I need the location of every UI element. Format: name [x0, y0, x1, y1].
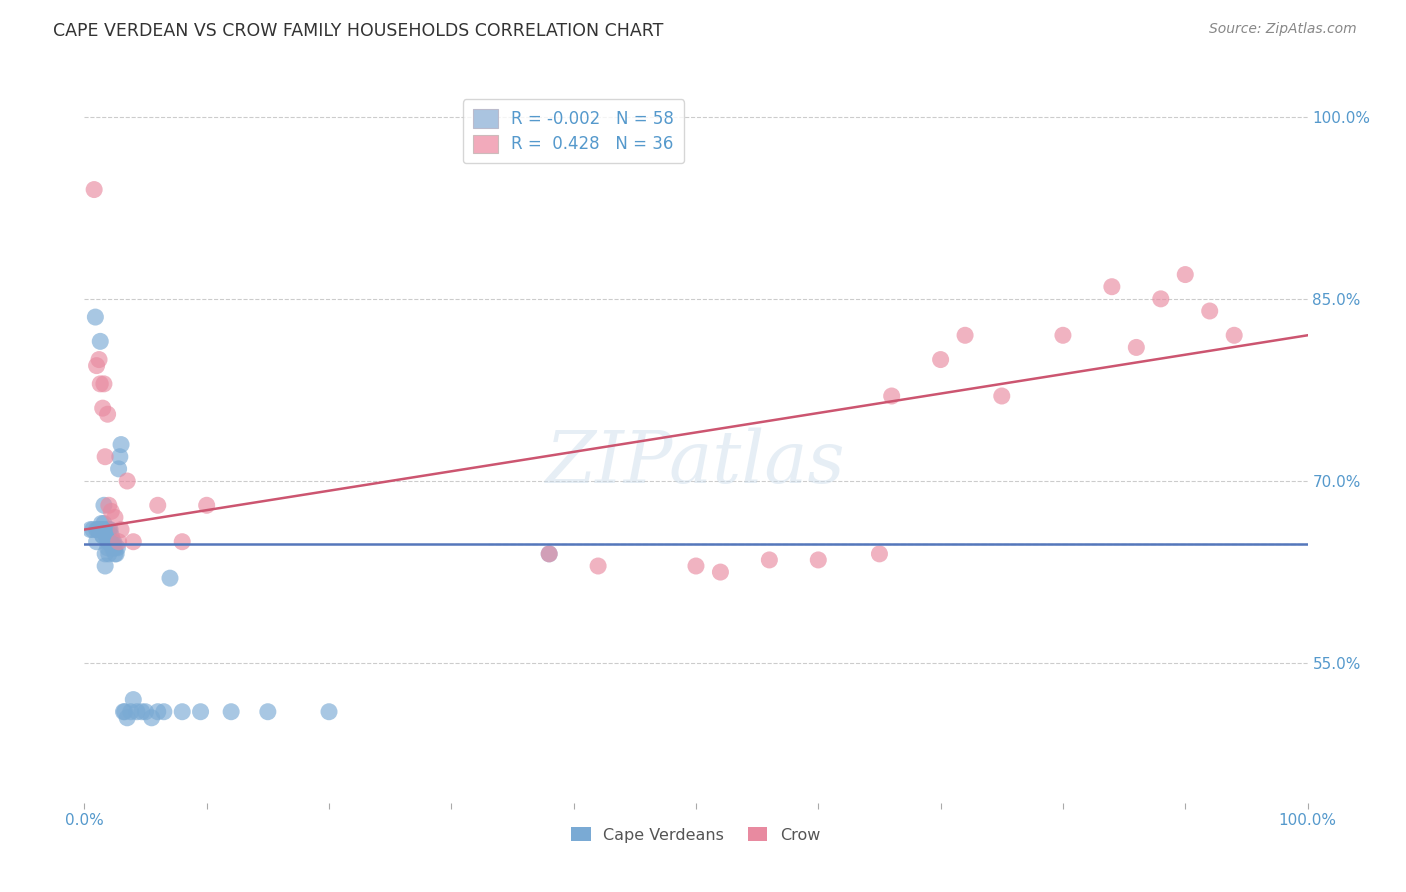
Point [190, 705, 212, 719]
Point [91, 529, 114, 543]
Point [86, 359, 108, 373]
Point [104, 547, 127, 561]
Point [97, 534, 120, 549]
Point [91, 529, 114, 543]
Point [807, 553, 830, 567]
Point [172, 705, 194, 719]
Point [79, 523, 101, 537]
Point [91, 523, 114, 537]
Point [89, 376, 111, 391]
Point [98, 523, 121, 537]
Point [1198, 304, 1220, 318]
Point [97, 498, 120, 512]
Point [159, 571, 181, 585]
Point [86, 523, 108, 537]
Point [538, 547, 561, 561]
Point [172, 534, 194, 549]
Point [104, 510, 127, 524]
Point [101, 541, 124, 555]
Point [880, 389, 903, 403]
Point [105, 541, 128, 555]
Point [90, 523, 112, 537]
Point [91, 401, 114, 416]
Point [103, 541, 125, 555]
Point [97, 547, 120, 561]
Point [318, 705, 340, 719]
Point [100, 504, 122, 518]
Point [89, 334, 111, 349]
Legend: Cape Verdeans, Crow: Cape Verdeans, Crow [565, 821, 827, 849]
Point [96, 529, 118, 543]
Point [146, 705, 169, 719]
Point [97, 541, 120, 555]
Text: CAPE VERDEAN VS CROW FAMILY HOUSEHOLDS CORRELATION CHART: CAPE VERDEAN VS CROW FAMILY HOUSEHOLDS C… [53, 22, 664, 40]
Point [98, 534, 121, 549]
Text: ZIPatlas: ZIPatlas [546, 428, 846, 499]
Point [93, 498, 115, 512]
Point [1101, 279, 1123, 293]
Point [93, 516, 115, 531]
Point [94, 559, 117, 574]
Point [83, 183, 105, 197]
Point [93, 523, 115, 537]
Point [97, 407, 120, 421]
Point [1125, 340, 1147, 354]
Point [219, 705, 242, 719]
Point [929, 352, 952, 367]
Point [101, 534, 124, 549]
Point [84, 310, 107, 324]
Point [100, 529, 122, 543]
Point [153, 705, 176, 719]
Point [96, 529, 118, 543]
Point [104, 541, 127, 555]
Point [122, 692, 145, 706]
Point [90, 516, 112, 531]
Point [87, 523, 110, 537]
Point [685, 559, 707, 574]
Point [97, 523, 120, 537]
Point [135, 705, 157, 719]
Point [125, 705, 148, 719]
Point [107, 462, 129, 476]
Point [86, 534, 108, 549]
Point [1174, 268, 1197, 282]
Point [1150, 292, 1173, 306]
Point [953, 328, 976, 343]
Point [108, 450, 131, 464]
Point [112, 705, 135, 719]
Point [758, 553, 780, 567]
Point [114, 705, 136, 719]
Point [141, 711, 163, 725]
Point [131, 705, 153, 719]
Point [146, 498, 169, 512]
Point [257, 705, 280, 719]
Point [96, 523, 118, 537]
Point [538, 547, 561, 561]
Point [195, 498, 218, 512]
Point [94, 450, 117, 464]
Point [107, 534, 129, 549]
Point [115, 474, 138, 488]
Point [1223, 328, 1246, 343]
Point [120, 705, 142, 719]
Point [122, 534, 145, 549]
Point [93, 376, 115, 391]
Point [1052, 328, 1074, 343]
Point [110, 523, 132, 537]
Point [709, 565, 731, 579]
Point [94, 547, 117, 561]
Point [586, 559, 609, 574]
Point [869, 547, 891, 561]
Point [97, 534, 120, 549]
Point [103, 534, 125, 549]
Point [105, 547, 128, 561]
Point [110, 437, 132, 451]
Point [82, 523, 104, 537]
Point [115, 711, 138, 725]
Point [991, 389, 1014, 403]
Text: Source: ZipAtlas.com: Source: ZipAtlas.com [1209, 22, 1357, 37]
Point [87, 523, 110, 537]
Point [87, 352, 110, 367]
